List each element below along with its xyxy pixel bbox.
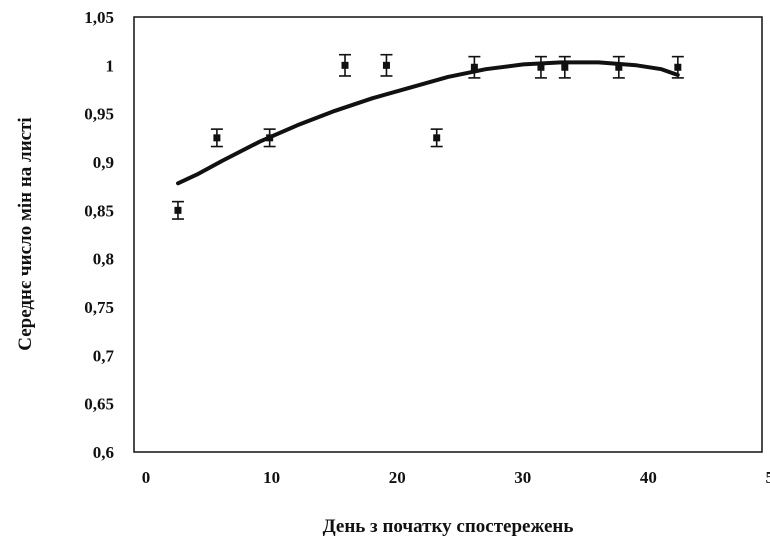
point-marker [471,64,478,71]
y-tick-label: 0,95 [84,105,114,124]
plot-frame [134,17,762,452]
point-marker [537,64,544,71]
x-tick-label: 10 [263,468,280,487]
x-tick-label: 40 [640,468,657,487]
data-points-group [172,55,684,219]
y-tick-label: 1,05 [84,8,114,27]
y-axis-label: Середнє число мін на листі [15,117,36,350]
data-point [339,55,351,76]
point-marker [383,62,390,69]
data-point [172,202,184,219]
data-point [559,57,571,78]
point-marker [561,64,568,71]
x-tick-label: 30 [514,468,531,487]
point-marker [674,64,681,71]
x-tick-label: 50 [766,468,770,487]
y-tick-label: 0,6 [93,443,114,462]
y-axis-ticks: 0,6 0,65 0,7 0,75 0,8 0,85 0,9 0,95 1 1,05 [84,8,114,462]
y-tick-label: 0,75 [84,298,114,317]
point-marker [433,134,440,141]
y-tick-label: 0,9 [93,153,114,172]
x-axis-label: День з початку спостережень [323,516,574,537]
data-point [613,57,625,78]
data-point [535,57,547,78]
data-point [431,129,443,146]
y-tick-label: 0,85 [84,201,114,220]
x-tick-label: 20 [389,468,406,487]
point-marker [342,62,349,69]
y-tick-label: 0,7 [93,346,115,365]
y-tick-label: 0,8 [93,250,114,269]
x-tick-label: 0 [142,468,151,487]
point-marker [615,64,622,71]
y-tick-label: 0,65 [84,395,114,414]
point-marker [266,134,273,141]
point-marker [174,207,181,214]
x-axis-ticks: 0 10 20 30 40 50 [142,468,770,487]
point-marker [213,134,220,141]
trend-curve [178,62,678,183]
data-point [211,129,223,146]
y-tick-label: 1 [106,56,115,75]
trend-curve-group [178,62,678,183]
data-point [380,55,392,76]
data-point [468,57,480,78]
